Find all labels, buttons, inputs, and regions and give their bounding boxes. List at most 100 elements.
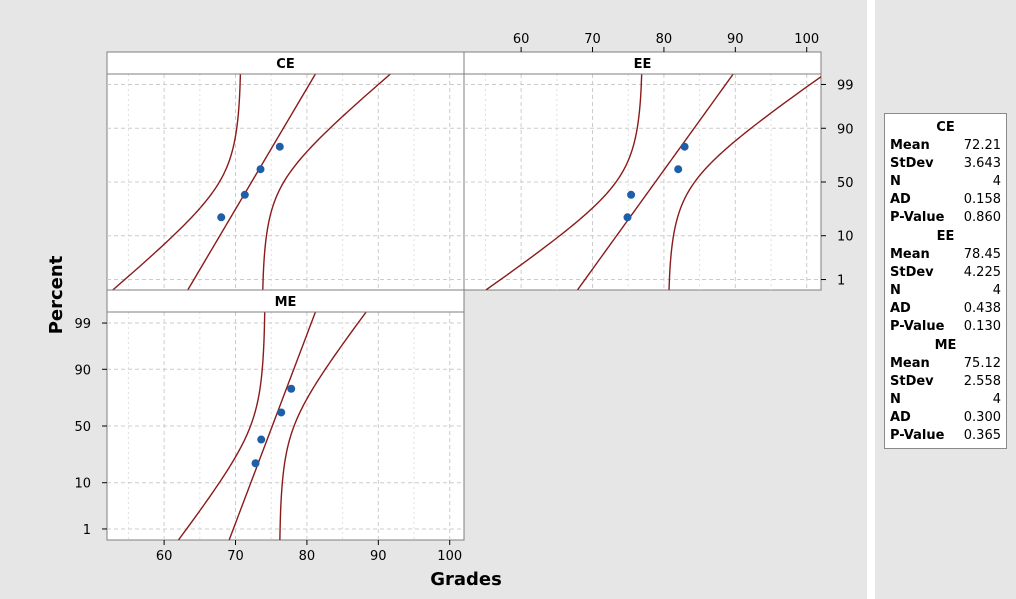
legend-stat-name: P-Value bbox=[890, 428, 945, 443]
legend-stat-name: P-Value bbox=[890, 319, 945, 334]
y-tick-label: 90 bbox=[74, 363, 91, 378]
data-point bbox=[287, 384, 296, 393]
legend-stat-name: N bbox=[890, 174, 901, 189]
legend-stat-value: 72.21 bbox=[963, 138, 1001, 153]
legend-row: Mean 78.45 bbox=[890, 246, 1001, 264]
legend-group-title: ME bbox=[934, 338, 957, 353]
legend-stat-name: Mean bbox=[890, 356, 930, 371]
fit-line bbox=[187, 74, 317, 290]
legend-stat-value: 0.300 bbox=[963, 410, 1001, 425]
legend-row: Mean 75.12 bbox=[890, 355, 1001, 373]
data-point bbox=[680, 142, 689, 151]
y-axis-title: Percent bbox=[46, 255, 67, 334]
panel-strip-label: CE bbox=[276, 57, 294, 72]
lower-confidence-band bbox=[112, 74, 242, 290]
upper-confidence-band bbox=[279, 312, 367, 540]
data-point bbox=[275, 142, 284, 151]
panel-strip bbox=[106, 289, 465, 313]
lower-confidence-band bbox=[485, 74, 643, 290]
legend-row: P-Value 0.130 bbox=[890, 318, 1001, 336]
legend-stat-name: AD bbox=[890, 301, 911, 316]
panel-curves bbox=[177, 312, 367, 540]
y-tick-label: 10 bbox=[74, 477, 91, 492]
legend-stat-value: 0.130 bbox=[963, 319, 1001, 334]
legend-stat-value: 0.365 bbox=[963, 428, 1001, 443]
legend-stat-name: StDev bbox=[890, 265, 934, 280]
legend-group-title: EE bbox=[936, 229, 955, 244]
data-point bbox=[256, 165, 265, 174]
legend-stat-value: 4.225 bbox=[963, 265, 1001, 280]
y-tick-label: 90 bbox=[837, 122, 854, 137]
legend-row: AD 0.300 bbox=[890, 409, 1001, 427]
data-point bbox=[674, 165, 683, 174]
legend-stat-name: AD bbox=[890, 192, 911, 207]
legend-row: StDev 4.225 bbox=[890, 264, 1001, 282]
legend-stat-name: P-Value bbox=[890, 210, 945, 225]
data-point bbox=[277, 408, 286, 417]
upper-confidence-band bbox=[262, 74, 391, 290]
legend-row: P-Value 0.365 bbox=[890, 427, 1001, 445]
panel-curves bbox=[112, 74, 391, 290]
x-tick-label: 70 bbox=[584, 32, 601, 47]
legend-row: StDev 3.643 bbox=[890, 155, 1001, 173]
legend-row: Mean 72.21 bbox=[890, 137, 1001, 155]
y-tick-label: 10 bbox=[837, 230, 854, 245]
data-point bbox=[240, 190, 249, 199]
x-tick-label: 100 bbox=[437, 549, 462, 564]
legend-stat-value: 2.558 bbox=[963, 374, 1001, 389]
data-point bbox=[623, 213, 632, 222]
legend-stat-name: AD bbox=[890, 410, 911, 425]
x-tick-label: 90 bbox=[727, 32, 744, 47]
legend-stat-value: 3.643 bbox=[963, 156, 1001, 171]
data-point bbox=[257, 435, 266, 444]
y-tick-label: 99 bbox=[837, 78, 854, 93]
legend-stat-value: 78.45 bbox=[963, 247, 1001, 262]
x-tick-label: 70 bbox=[227, 549, 244, 564]
legend-stat-value: 4 bbox=[992, 283, 1001, 298]
statistics-legend: CE Mean 72.21 StDev 3.643 N 4 AD 0.158 P-Value 0.8… bbox=[884, 113, 1007, 449]
data-point bbox=[251, 459, 260, 468]
x-tick-label: 80 bbox=[656, 32, 673, 47]
legend-row: AD 0.158 bbox=[890, 191, 1001, 209]
legend-stat-value: 75.12 bbox=[963, 356, 1001, 371]
panel-strip bbox=[463, 51, 822, 75]
panel-strip-label: EE bbox=[634, 57, 652, 72]
x-tick-label: 100 bbox=[794, 32, 819, 47]
legend-stat-name: Mean bbox=[890, 138, 930, 153]
panel-curves bbox=[485, 74, 821, 290]
data-point bbox=[627, 190, 636, 199]
legend-stat-name: N bbox=[890, 283, 901, 298]
fit-line bbox=[228, 312, 317, 540]
x-tick-label: 90 bbox=[370, 549, 387, 564]
legend-stat-name: Mean bbox=[890, 247, 930, 262]
legend-row: StDev 2.558 bbox=[890, 373, 1001, 391]
legend-stat-value: 4 bbox=[992, 174, 1001, 189]
legend-stat-name: N bbox=[890, 392, 901, 407]
y-tick-label: 1 bbox=[83, 523, 91, 538]
legend-row: P-Value 0.860 bbox=[890, 209, 1001, 227]
legend-stat-value: 4 bbox=[992, 392, 1001, 407]
upper-confidence-band bbox=[668, 75, 821, 290]
y-tick-label: 50 bbox=[74, 420, 91, 435]
legend-stat-name: StDev bbox=[890, 156, 934, 171]
legend-stat-name: StDev bbox=[890, 374, 934, 389]
x-tick-label: 60 bbox=[513, 32, 530, 47]
legend-row: AD 0.438 bbox=[890, 300, 1001, 318]
legend-group-title: CE bbox=[936, 120, 955, 135]
legend-stat-value: 0.860 bbox=[963, 210, 1001, 225]
x-tick-label: 80 bbox=[299, 549, 316, 564]
fit-line bbox=[576, 74, 734, 290]
legend-stat-value: 0.158 bbox=[963, 192, 1001, 207]
legend-stat-value: 0.438 bbox=[963, 301, 1001, 316]
lower-confidence-band bbox=[177, 312, 266, 540]
y-tick-label: 50 bbox=[837, 176, 854, 191]
x-axis-title: Grades bbox=[430, 569, 502, 590]
data-point bbox=[217, 213, 226, 222]
x-tick-label: 60 bbox=[156, 549, 173, 564]
y-tick-label: 99 bbox=[74, 317, 91, 332]
y-tick-label: 1 bbox=[837, 274, 845, 289]
